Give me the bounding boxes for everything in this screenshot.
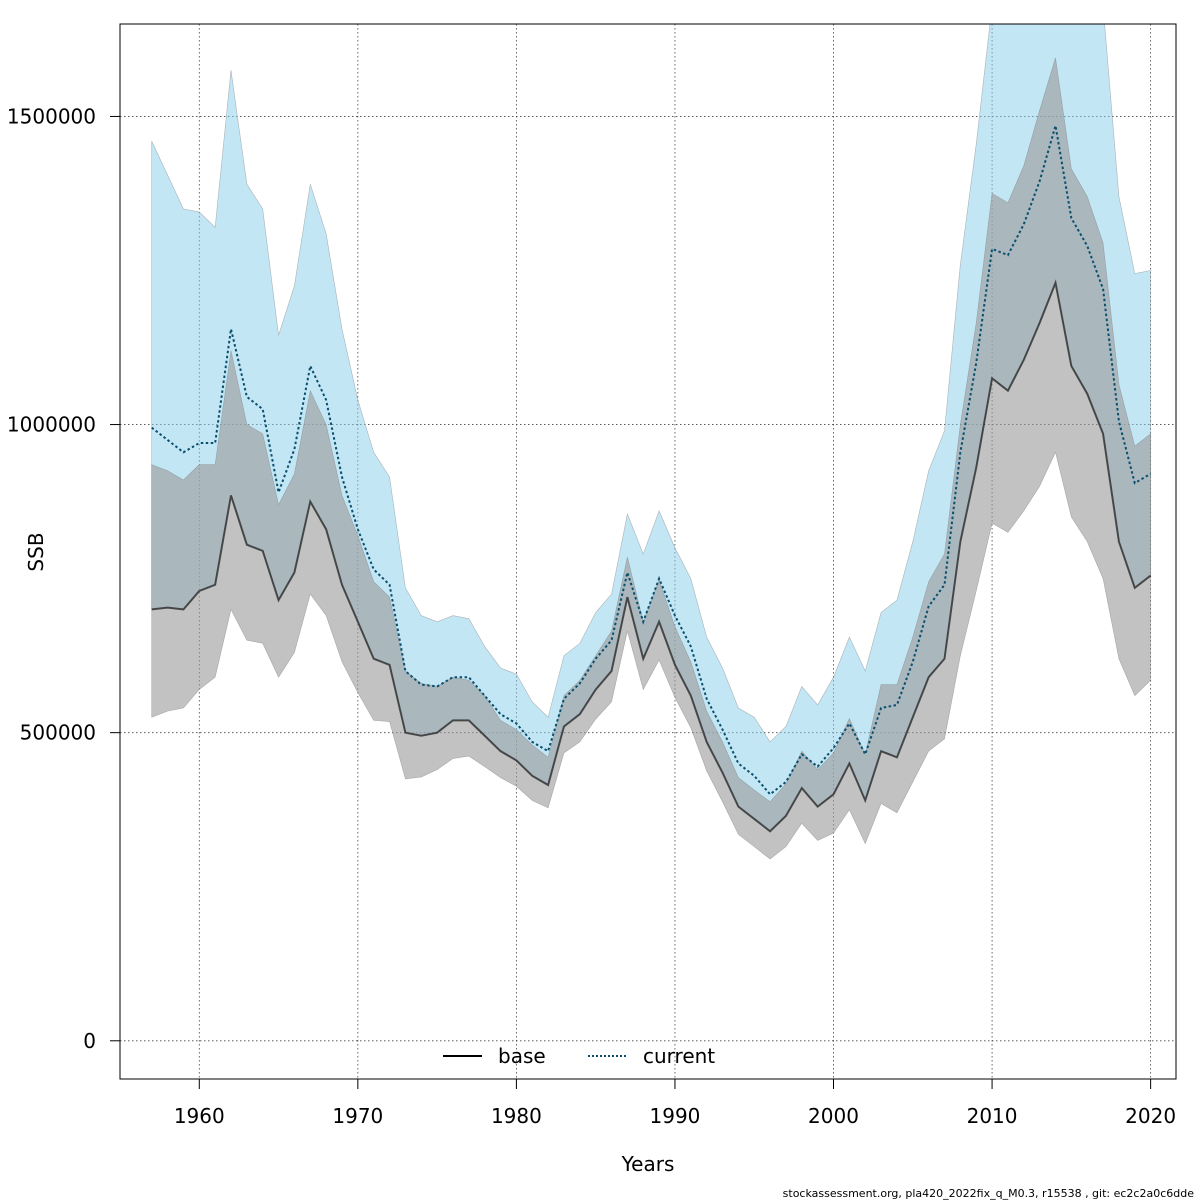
confidence-bands bbox=[151, 24, 1151, 860]
x-tick-label: 1980 bbox=[491, 1104, 542, 1128]
x-axis: 1960 1970 1980 1990 2000 2010 2020 bbox=[174, 1079, 1176, 1128]
base-confidence-band bbox=[151, 57, 1151, 860]
x-tick-label: 2020 bbox=[1125, 1104, 1176, 1128]
legend: base current bbox=[443, 1044, 715, 1068]
legend-base-label: base bbox=[498, 1044, 546, 1068]
x-tick-label: 1990 bbox=[650, 1104, 701, 1128]
x-tick-label: 2010 bbox=[967, 1104, 1018, 1128]
x-tick-label: 2000 bbox=[808, 1104, 859, 1128]
y-tick-label: 1000000 bbox=[7, 413, 96, 437]
y-tick-label: 0 bbox=[83, 1029, 96, 1053]
current-series-line bbox=[151, 125, 1152, 796]
x-tick-label: 1960 bbox=[174, 1104, 225, 1128]
base-series-line bbox=[151, 279, 1152, 833]
plot-frame bbox=[119, 23, 1177, 1080]
y-axis-label: SSB bbox=[24, 532, 48, 571]
y-tick-label: 500000 bbox=[20, 721, 96, 745]
legend-current-label: current bbox=[643, 1044, 715, 1068]
footer-note: stockassessment.org, pla420_2022fix_q_M0… bbox=[783, 1187, 1195, 1200]
x-tick-label: 1970 bbox=[332, 1104, 383, 1128]
series-lines bbox=[151, 125, 1152, 833]
y-axis: 0 500000 1000000 1500000 bbox=[7, 104, 120, 1053]
x-axis-label: Years bbox=[621, 1152, 675, 1176]
y-tick-label: 1500000 bbox=[7, 104, 96, 128]
